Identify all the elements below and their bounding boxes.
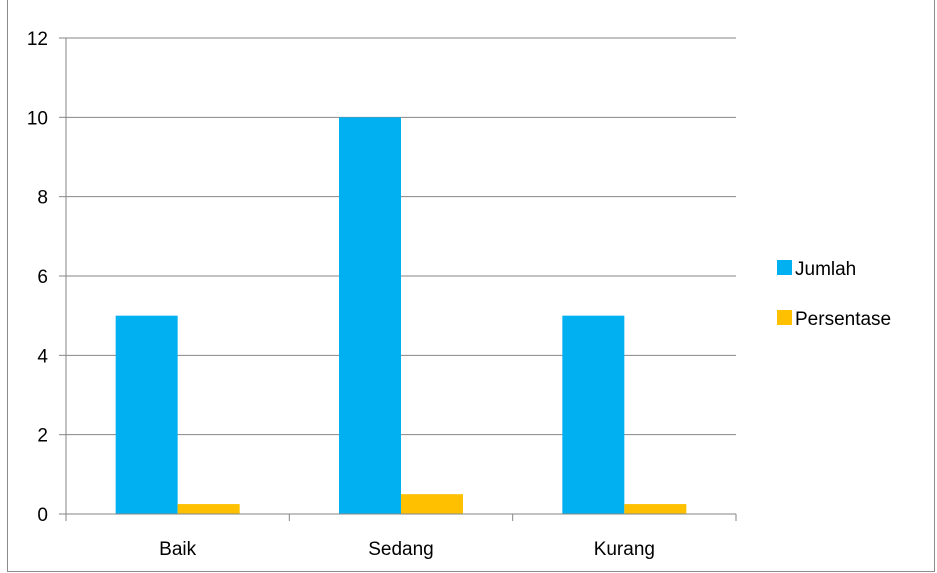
y-tick-label-2: 2 (37, 426, 48, 447)
y-tick-label-6: 6 (37, 267, 48, 288)
y-tick-label-10: 10 (27, 108, 48, 129)
bar-persentase-kurang (624, 504, 687, 514)
x-category-label-kurang: Kurang (594, 539, 655, 560)
legend: Jumlah Persentase (777, 259, 891, 330)
bar-persentase-baik (177, 504, 240, 514)
bars (115, 117, 687, 514)
legend-label-persentase: Persentase (795, 309, 891, 330)
y-tick-label-0: 0 (37, 505, 48, 526)
bar-chart: 0 2 4 6 8 10 12 Baik Sedang Kurang Jumlah Persenta… (27, 29, 891, 560)
bar-persentase-sedang (401, 494, 463, 514)
y-tick-label-12: 12 (27, 29, 48, 50)
bar-jumlah-sedang (339, 117, 401, 514)
bar-jumlah-baik (115, 315, 178, 514)
x-category-label-sedang: Sedang (368, 539, 434, 560)
bar-jumlah-kurang (562, 315, 625, 514)
chart-frame: 0 2 4 6 8 10 12 Baik Sedang Kurang Jumlah Persenta… (7, 0, 935, 572)
y-tick-label-8: 8 (37, 188, 48, 209)
legend-swatch-jumlah (777, 260, 792, 275)
legend-label-jumlah: Jumlah (795, 259, 856, 280)
axes: 0 2 4 6 8 10 12 Baik Sedang Kurang (27, 29, 737, 560)
x-category-label-baik: Baik (159, 539, 196, 560)
y-tick-label-4: 4 (37, 346, 48, 367)
legend-swatch-persentase (777, 310, 792, 325)
